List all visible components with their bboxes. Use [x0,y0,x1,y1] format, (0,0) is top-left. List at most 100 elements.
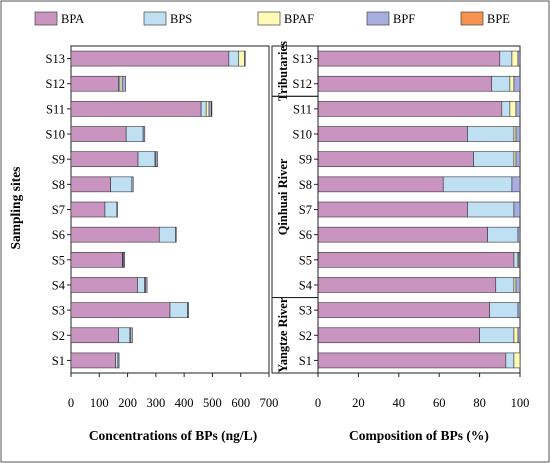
conc-bar-bpa-s13 [70,50,230,67]
comp-bar-bpa-s1 [317,352,507,369]
comp-bar-bps-s3 [489,302,519,318]
comp-bar-bps-s10 [467,126,515,142]
conc-x-tick-label: 100 [90,396,109,410]
comp-y-tick-label: S12 [293,77,312,91]
comp-bar-bpa-s4 [317,277,497,293]
region-box-yangtze-river [271,297,319,374]
conc-x-tick-label: 600 [231,396,250,410]
left-x-axis-title: Concentrations of BPs (ng/L) [89,428,257,443]
conc-y-tick-label: S12 [46,77,65,91]
conc-bar-bpf-s8 [131,176,134,193]
comp-bar-bpf-s13 [517,50,521,67]
comp-bar-bps-s11 [501,101,511,117]
conc-y-tick-label: S3 [52,304,65,318]
conc-bar-bpf-s2 [130,327,133,344]
conc-bar-bpa-s6 [70,226,160,243]
comp-x-tick-label: 0 [315,396,321,410]
conc-bar-bpe-s11 [210,101,213,117]
comp-bar-bpf-s8 [511,176,521,193]
comp-bar-bpf-s7 [513,201,521,218]
comp-bar-bps-s4 [495,277,515,293]
conc-bar-bpf-s3 [187,302,189,318]
comp-y-tick-label: S9 [299,153,312,167]
conc-bar-bpa-s11 [70,101,202,117]
conc-bar-bpf-s1 [117,352,120,369]
conc-bar-bpa-s7 [70,201,106,218]
conc-x-tick-label: 200 [118,396,137,410]
comp-bar-bpaf-s11 [509,101,517,117]
conc-bar-bpa-s8 [70,176,111,193]
conc-y-tick-label: S6 [52,228,65,242]
legend-item-bpe: BPE [460,11,510,26]
comp-x-tick-label: 20 [352,396,365,410]
comp-bar-bpf-s9 [515,151,521,167]
legend-item-bpf: BPF [366,11,415,26]
legend-label-bpe: BPE [487,12,510,26]
comp-bar-bpaf-s12 [509,75,515,92]
comp-bar-bpa-s11 [317,101,503,117]
comp-y-tick-label: S1 [299,354,312,368]
comp-y-tick-label: S6 [299,228,312,242]
legend-item-bpa: BPA [34,11,84,26]
conc-x-tick-label: 400 [175,396,194,410]
comp-bar-bpaf-s13 [511,50,519,67]
conc-y-tick-label: S1 [52,354,65,368]
conc-bar-bpa-s1 [70,352,116,369]
legend: BPA BPS BPAF BPF BPE [34,11,510,26]
comp-bar-bps-s5 [513,252,519,268]
comp-y-tick-label: S10 [293,128,312,142]
comp-bar-bpaf-s9 [513,151,517,167]
legend-label-bps: BPS [170,12,192,26]
legend-item-bps: BPS [143,11,192,26]
comp-bar-bps-s9 [473,151,515,167]
y-axis-title: Sampling sites [8,167,23,250]
comp-y-tick-label: S3 [299,304,312,318]
conc-bar-bpaf-s13 [238,50,245,67]
right-x-axis-title: Composition of BPs (%) [349,428,489,443]
legend-swatch-bps [143,11,167,26]
conc-bar-bpf-s12 [121,75,126,92]
comp-bar-bpf-s5 [518,252,521,268]
region-label-qinhuai-river: Qinhuai River [276,158,290,235]
comp-y-tick-label: S2 [299,329,312,343]
legend-swatch-bpa [34,11,58,26]
comp-x-tick-label: 40 [393,396,406,410]
comp-bar-bpa-s7 [317,201,468,218]
conc-bar-bpf-s4 [145,277,148,293]
comp-bar-bpa-s6 [317,226,488,243]
comp-y-tick-label: S8 [299,178,312,192]
comp-y-tick-label: S13 [293,52,312,66]
comp-bar-bpf-s3 [517,302,521,318]
comp-bar-bpf-s12 [513,75,521,92]
conc-y-tick-label: S2 [52,329,65,343]
conc-bar-bps-s8 [110,176,133,193]
region-label-yangtze-river: Yangtze River [276,297,290,373]
comp-x-tick-label: 100 [511,396,530,410]
comp-bar-bps-s2 [479,327,515,344]
conc-bar-bps-s11 [200,101,207,117]
comp-y-tick-label: S7 [299,203,312,217]
conc-bar-bpf-s13 [244,50,246,67]
comp-bar-bpa-s3 [317,302,490,318]
comp-bar-bpf-s6 [517,226,521,243]
comp-x-tick-label: 60 [433,396,446,410]
legend-label-bpf: BPF [393,12,415,26]
conc-x-tick-label: 0 [68,396,74,410]
comp-y-tick-label: S4 [299,278,313,292]
conc-y-tick-label: S11 [46,102,65,116]
conc-bar-bps-s13 [228,50,240,67]
legend-swatch-bpaf [257,11,281,26]
conc-bar-bpf-s9 [155,151,158,167]
conc-bar-bps-s4 [137,277,145,293]
comp-x-tick-label: 80 [473,396,486,410]
comp-bar-bpa-s9 [317,151,474,167]
legend-swatch-bpe [460,11,484,26]
conc-bar-bpa-s2 [70,327,119,344]
legend-swatch-bpf [366,11,390,26]
comp-bar-bpaf-s4 [513,277,517,293]
comp-y-tick-label: S5 [299,253,312,267]
conc-x-tick-label: 700 [260,396,279,410]
conc-bar-bpa-s3 [70,302,171,318]
conc-bar-bpf-s6 [175,226,177,243]
conc-y-tick-label: S4 [52,278,66,292]
